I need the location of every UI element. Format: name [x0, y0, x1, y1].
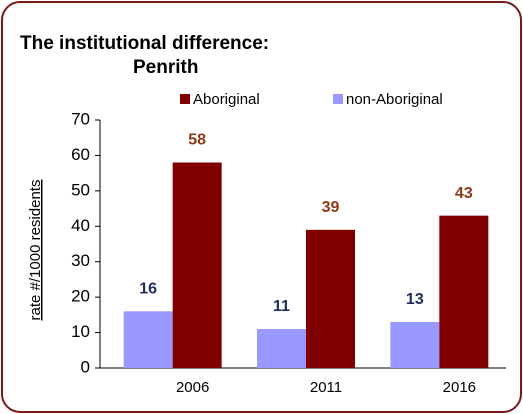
chart-title: Penrith: [133, 57, 198, 78]
chart-title: The institutional difference:: [20, 33, 269, 54]
y-tick-label: 20: [71, 287, 90, 306]
x-tick-label: 2016: [443, 379, 476, 396]
data-label: 58: [188, 132, 206, 149]
y-tick-label: 70: [71, 109, 90, 128]
bar: [390, 321, 440, 368]
bar: [172, 162, 222, 368]
y-tick-label: 40: [71, 216, 90, 235]
bar: [439, 215, 489, 368]
bar: [123, 311, 173, 368]
legend-swatch: [333, 94, 343, 104]
data-label: 43: [455, 185, 473, 202]
data-label: 16: [139, 281, 157, 298]
y-tick-label: 50: [71, 180, 90, 199]
data-label: 13: [406, 291, 424, 308]
bar: [306, 229, 355, 368]
data-label: 11: [273, 298, 290, 315]
legend-swatch: [180, 94, 190, 104]
data-label: 39: [322, 199, 340, 216]
y-tick-label: 0: [81, 357, 90, 376]
y-tick-label: 30: [71, 251, 90, 270]
x-tick-label: 2011: [310, 379, 342, 396]
y-tick-label: 10: [71, 322, 90, 341]
y-tick-label: 60: [71, 145, 90, 164]
bar: [257, 329, 306, 368]
x-tick-label: 2006: [176, 379, 209, 396]
legend-label: Aboriginal: [193, 91, 260, 108]
y-axis-label: rate #/1000 residents: [27, 180, 44, 321]
legend-label: non-Aboriginal: [346, 91, 443, 108]
